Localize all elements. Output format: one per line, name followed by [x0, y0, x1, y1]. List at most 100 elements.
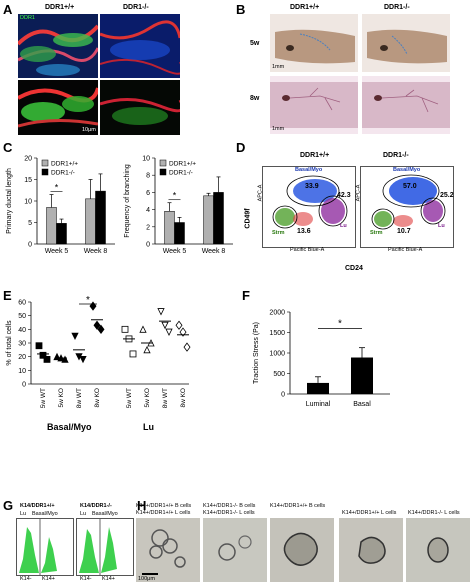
c-right-category-label: Week 5	[163, 248, 187, 255]
panel-label-f: F	[242, 288, 250, 303]
e-ytick-label: 60	[18, 300, 26, 307]
h-col4-line1: K14+/DDR1+/+ L cells	[342, 510, 397, 516]
chart-branching: 0 2 4 6 8 10 Frequency of branching Week 5 * Week…	[124, 156, 233, 255]
h-col2-line1: K14+/DDR1-/- B cells	[203, 503, 256, 509]
e-point	[183, 342, 191, 352]
c-left-category-label: Week 5	[45, 248, 69, 255]
c-right-ytick-label: 6	[146, 190, 150, 197]
g-title-wt: K14/DDR1+/+	[20, 503, 55, 509]
e-point	[39, 351, 47, 359]
c-right-ytick-label: 0	[146, 242, 150, 249]
panel-label-h: H	[137, 498, 147, 513]
e-category-label: 8w WT	[162, 388, 169, 408]
facs-plot-wt	[262, 166, 356, 248]
c-left-significance-mark: *	[55, 183, 59, 193]
gate-lu-wt-value: 42.3	[337, 192, 351, 199]
genotype-wt-d: DDR1+/+	[300, 152, 330, 159]
gate-strm-ko: Strm	[370, 230, 383, 236]
c-left-legend-label: DDR1+/+	[51, 161, 78, 168]
genotype-ko-d: DDR1-/-	[383, 152, 409, 159]
f-ytick-label: 1000	[269, 351, 285, 358]
c-left-category-label: Week 8	[84, 248, 108, 255]
e-ytick-label: 10	[18, 368, 26, 375]
group-label-basal: Basal/Myo	[47, 422, 92, 432]
g-gate-basal-ko: Basal/Myo	[92, 511, 118, 517]
overlay-tag-a: DDR1	[20, 15, 35, 21]
c-right-ytick-label: 10	[142, 156, 150, 163]
c-left-legend-label: DDR1-/-	[51, 170, 75, 177]
c-left-ytick-label: 20	[24, 156, 32, 163]
e-category-label: 8w WT	[76, 388, 83, 408]
e-point	[121, 325, 129, 333]
group-label-lu: Lu	[143, 422, 154, 432]
f-ylabel: Traction Stress (Pa)	[253, 322, 260, 384]
panel-label-c: C	[3, 140, 13, 155]
e-point	[97, 324, 105, 334]
e-point	[129, 350, 137, 358]
e-category-label: 5w KO	[144, 388, 151, 408]
e-point	[175, 320, 183, 330]
c-right-bar	[213, 192, 224, 245]
whole-mount-5w-wt	[270, 14, 358, 72]
e-point	[157, 308, 165, 316]
c-left-bar	[46, 207, 57, 245]
c-left-legend-swatch	[41, 168, 49, 176]
c-right-ytick-label: 4	[146, 207, 150, 214]
micrograph-a-wt-bottom	[18, 80, 98, 135]
organoid-image-2	[203, 518, 267, 582]
e-category-label: 8w KO	[94, 388, 101, 408]
panel-label-e: E	[3, 288, 12, 303]
c-left-ytick-label: 10	[24, 199, 32, 206]
e-ytick-label: 0	[22, 382, 26, 389]
genotype-wt-b: DDR1+/+	[290, 4, 320, 11]
e-point	[79, 356, 87, 364]
scale-bar-b-bottom: 1mm	[272, 126, 285, 132]
facs-axis-x-ko: Pacific Blue-A	[388, 247, 423, 253]
gate-strm-ko-value: 10.7	[397, 228, 411, 235]
c-right-legend-label: DDR1-/-	[169, 170, 193, 177]
c-left-ytick-label: 0	[28, 242, 32, 249]
panel-label-a: A	[3, 2, 13, 17]
micrograph-a-ko-top	[100, 14, 180, 78]
c-right-ylabel: Frequency of branching	[124, 164, 131, 238]
c-left-bar	[56, 223, 67, 245]
c-right-bar	[174, 222, 185, 245]
e-point	[93, 320, 101, 330]
c-right-legend-swatch	[159, 168, 167, 176]
e-category-label: 5w WT	[126, 388, 133, 408]
f-ytick-label: 1500	[269, 330, 285, 337]
gate-basal-wt: Basal/Myo	[295, 167, 323, 173]
whole-mount-8w-wt	[270, 76, 358, 134]
gate-strm-wt-value: 13.6	[297, 228, 311, 235]
facs-axis-y-ko: APC-A	[355, 184, 362, 202]
f-bar	[351, 357, 373, 394]
c-right-ytick-label: 2	[146, 224, 150, 231]
f-ytick-label: 500	[273, 371, 285, 378]
e-point	[143, 345, 151, 354]
chart-cell-percent: 0 10 20 30 40 50 60 % of total cells 5w WT 5w KO 8…	[6, 295, 191, 408]
facs-xlabel: CD24	[345, 265, 363, 272]
g-title-ko: K14/DDR1-/-	[80, 503, 112, 509]
g-gate-basal-wt: Basal/Myo	[32, 511, 58, 517]
e-point	[165, 328, 173, 336]
e-point	[89, 301, 97, 311]
whole-mount-8w-ko	[362, 76, 450, 134]
gate-lu-wt: Lu	[340, 223, 347, 229]
genotype-ko-b: DDR1-/-	[384, 4, 410, 11]
organoid-image-1	[136, 518, 200, 582]
organoid-image-3	[270, 518, 334, 582]
organoid-image-4	[339, 518, 403, 582]
c-right-bar	[164, 211, 175, 245]
row-label-8w: 8w	[250, 95, 260, 102]
e-ytick-label: 40	[18, 327, 26, 334]
c-right-category-label: Week 8	[202, 248, 226, 255]
scale-bar-a: 10μm	[82, 127, 96, 133]
g-gate-lu-wt: Lu	[20, 511, 27, 517]
c-right-ytick-label: 8	[146, 173, 150, 180]
e-category-label: 5w WT	[40, 388, 47, 408]
e-point	[179, 327, 187, 337]
facs-plot-ko	[360, 166, 454, 248]
e-point	[35, 342, 43, 350]
g-xpos-ko: K14+	[102, 576, 115, 582]
h-col1-line2: K14+/DDR1+/+ L cells	[136, 510, 191, 516]
